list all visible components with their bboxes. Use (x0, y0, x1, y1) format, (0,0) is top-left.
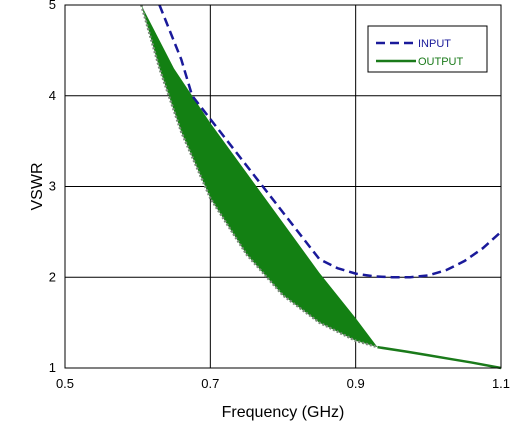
x-tick-label-0: 0.5 (56, 376, 74, 391)
x-axis-title: Frequency (GHz) (222, 404, 345, 421)
legend: INPUT OUTPUT (367, 25, 488, 73)
series-line-output (377, 345, 502, 370)
y-tick-label-4: 5 (49, 0, 56, 12)
plot-frame (64, 4, 502, 369)
series-lines (158, 4, 502, 370)
output-band-lower-edge (140, 4, 378, 349)
y-tick-label-0: 1 (49, 360, 56, 375)
series-line-input (158, 4, 502, 279)
tick-labels: 0.5 0.7 0.9 1.1 1 2 3 4 5 (49, 0, 510, 391)
x-tick-label-1: 0.7 (201, 376, 219, 391)
legend-label-output: OUTPUT (418, 56, 464, 68)
output-band (140, 4, 378, 349)
output-band-area (141, 5, 378, 348)
y-tick-label-1: 2 (49, 269, 56, 284)
y-axis-title: VSWR (29, 163, 46, 211)
x-tick-label-2: 0.9 (347, 376, 365, 391)
x-tick-label-3: 1.1 (492, 376, 510, 391)
legend-box (367, 25, 488, 73)
y-tick-label-3: 4 (49, 88, 56, 103)
legend-label-input: INPUT (418, 38, 451, 50)
y-tick-label-2: 3 (49, 179, 56, 194)
